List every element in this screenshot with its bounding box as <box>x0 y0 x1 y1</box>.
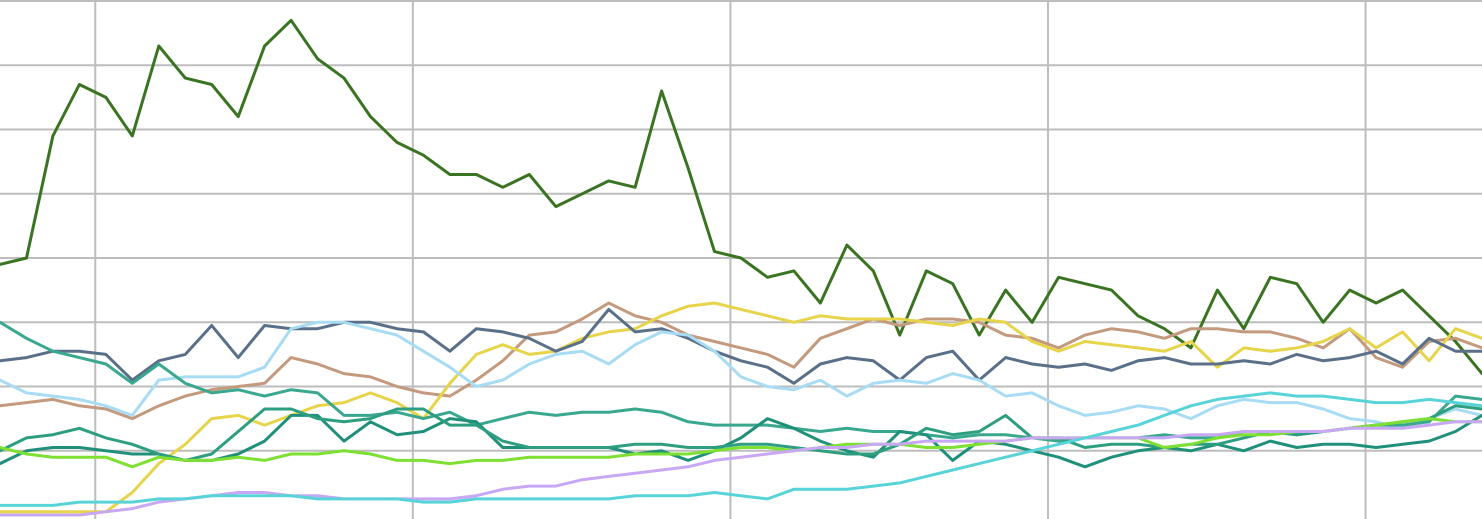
series-line-4 <box>0 307 1482 385</box>
series-line-7 <box>0 413 1482 469</box>
series-line-5 <box>0 320 1482 430</box>
series-line-2 <box>0 301 1482 421</box>
series-line-3 <box>0 301 1482 514</box>
series-line-8 <box>0 404 1482 462</box>
series-line-11 <box>0 391 1482 507</box>
series-group <box>0 18 1482 517</box>
series-line-10 <box>0 420 1482 517</box>
series-line-9 <box>0 417 1482 469</box>
series-line-1 <box>0 18 1482 376</box>
